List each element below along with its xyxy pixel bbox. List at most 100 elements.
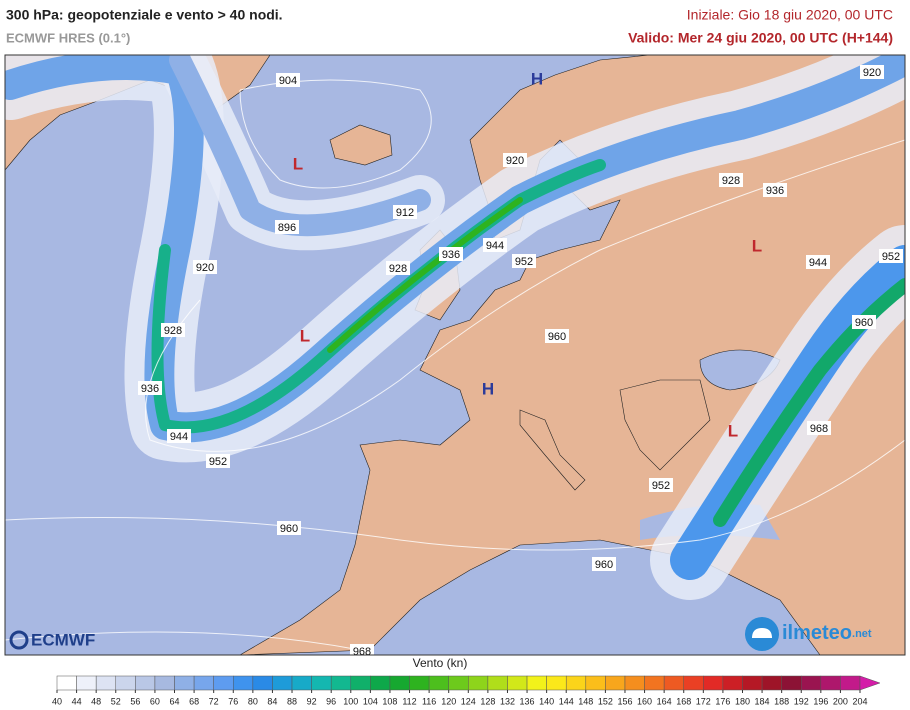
- pressure-center: L: [728, 421, 738, 440]
- colorbar-box: [565, 675, 587, 691]
- colorbar-box: [526, 675, 547, 691]
- pressure-center: L: [752, 236, 762, 255]
- colorbar-box: [56, 675, 77, 691]
- colorbar-box: [370, 675, 391, 691]
- contour-label-bg: [276, 73, 300, 87]
- contour-label-bg: [806, 255, 830, 269]
- map-frame: [4, 54, 906, 656]
- colorbar-tick-label: 156: [617, 696, 632, 706]
- pressure-centers: H H L L L L: [293, 69, 762, 440]
- contour-label-bg: [719, 173, 743, 187]
- contour-label-bg: [275, 220, 299, 234]
- colorbar-tick-label: 152: [598, 696, 613, 706]
- contour-label: 968: [810, 423, 828, 435]
- valid-time: Valido: Mer 24 giu 2020, 00 UTC (H+144): [628, 30, 893, 46]
- legend-title: Vento (kn): [413, 656, 468, 670]
- colorbar-tick-label: 112: [402, 696, 416, 706]
- colorbar-tick-label: 60: [150, 696, 160, 706]
- contour-label: 904: [279, 75, 297, 87]
- contour-label-bg: [503, 153, 527, 167]
- colorbar-tick-label: 40: [52, 696, 62, 706]
- contour-label: 960: [548, 331, 566, 343]
- colorbar-box: [448, 675, 469, 691]
- colorbar-box: [252, 675, 273, 691]
- colorbar-box: [76, 675, 97, 691]
- colorbar-box: [840, 675, 861, 691]
- colorbar-tick-label: 44: [72, 696, 82, 706]
- contour-label-bg: [167, 429, 191, 443]
- colorbar-box: [350, 675, 371, 691]
- contour-label-bg: [649, 478, 673, 492]
- colorbar-tick-label: 124: [461, 696, 476, 706]
- contour-label-bg: [483, 238, 507, 252]
- colorbar-tick-label: 128: [480, 696, 495, 706]
- colorbar-tick-label: 136: [520, 696, 535, 706]
- ecmwf-logo: ECMWF: [9, 630, 95, 650]
- contour-label: 944: [170, 431, 188, 443]
- contour-label-bg: [393, 205, 417, 219]
- colorbar: 40 44 48 52 56 60 64 68 72 76 80 84 88 92 96 100 104 108 1…: [52, 675, 881, 706]
- colorbar-tick-label: 56: [130, 696, 140, 706]
- contour-label: 928: [164, 325, 182, 337]
- contour-label: 952: [209, 456, 227, 468]
- contour-label: 896: [278, 222, 296, 234]
- pressure-center: L: [293, 154, 303, 173]
- contour-label: 928: [389, 263, 407, 275]
- contours: [5, 79, 905, 651]
- colorbar-tick-label: 192: [794, 696, 809, 706]
- contour-label: 936: [766, 185, 784, 197]
- logo-right-suffix: .net: [852, 628, 872, 640]
- colorbar-box: [154, 675, 175, 691]
- colorbar-box: [409, 675, 430, 691]
- colorbar-tick-label: 184: [755, 696, 770, 706]
- colorbar-box: [213, 675, 234, 691]
- colorbar-tick-label: 104: [363, 696, 378, 706]
- contour-label-bg: [860, 65, 884, 79]
- subtitle: ECMWF HRES (0.1°): [6, 30, 130, 45]
- colorbar-box: [311, 675, 332, 691]
- colorbar-tick-label: 160: [637, 696, 652, 706]
- colorbar-box: [135, 675, 156, 691]
- colorbar-tick-label: 144: [559, 696, 574, 706]
- colorbar-box: [781, 675, 802, 691]
- contour-label-bg: [386, 261, 410, 275]
- contour-label: 944: [486, 240, 504, 252]
- contour-label: 952: [515, 256, 533, 268]
- logo-right: ilmeteo.net: [782, 622, 872, 644]
- contour-label: 952: [882, 251, 900, 263]
- contour-label: 944: [809, 257, 827, 269]
- colorbar-box: [291, 675, 312, 691]
- colorbar-tick-label: 176: [715, 696, 730, 706]
- contour-label: 912: [396, 207, 414, 219]
- contour-label: 960: [280, 523, 298, 535]
- colorbar-tick-label: 196: [813, 696, 828, 706]
- colorbar-box: [605, 675, 626, 691]
- colorbar-tick-label: 96: [326, 696, 336, 706]
- contour-label-bg: [161, 323, 185, 337]
- colorbar-box: [233, 675, 254, 691]
- colorbar-tick-label: 180: [735, 696, 750, 706]
- pressure-center: H: [531, 69, 543, 88]
- contour-label-bg: [592, 557, 616, 571]
- colorbar-box: [389, 675, 410, 691]
- colorbar-box: [722, 675, 743, 691]
- colorbar-tick-label: 116: [422, 696, 436, 706]
- colorbar-tick-label: 200: [833, 696, 848, 706]
- colorbar-box: [800, 675, 822, 691]
- colorbar-tick-label: 168: [676, 696, 691, 706]
- colorbar-tick-label: 48: [91, 696, 101, 706]
- contour-label: 968: [353, 646, 371, 658]
- colorbar-box: [624, 675, 645, 691]
- logo-right-main: ilmeteo: [782, 622, 852, 644]
- colorbar-box: [663, 675, 684, 691]
- colorbar-tick-label: 76: [228, 696, 238, 706]
- pressure-center: H: [482, 379, 494, 398]
- title: 300 hPa: geopotenziale e vento > 40 nodi…: [6, 7, 283, 23]
- contour-label: 960: [855, 317, 873, 329]
- colorbar-box: [115, 675, 136, 691]
- contour-label-bg: [138, 381, 162, 395]
- contour-label-bg: [439, 247, 463, 261]
- jet-streams: [5, 55, 905, 600]
- colorbar-box: [95, 675, 117, 691]
- colorbar-box: [174, 675, 195, 691]
